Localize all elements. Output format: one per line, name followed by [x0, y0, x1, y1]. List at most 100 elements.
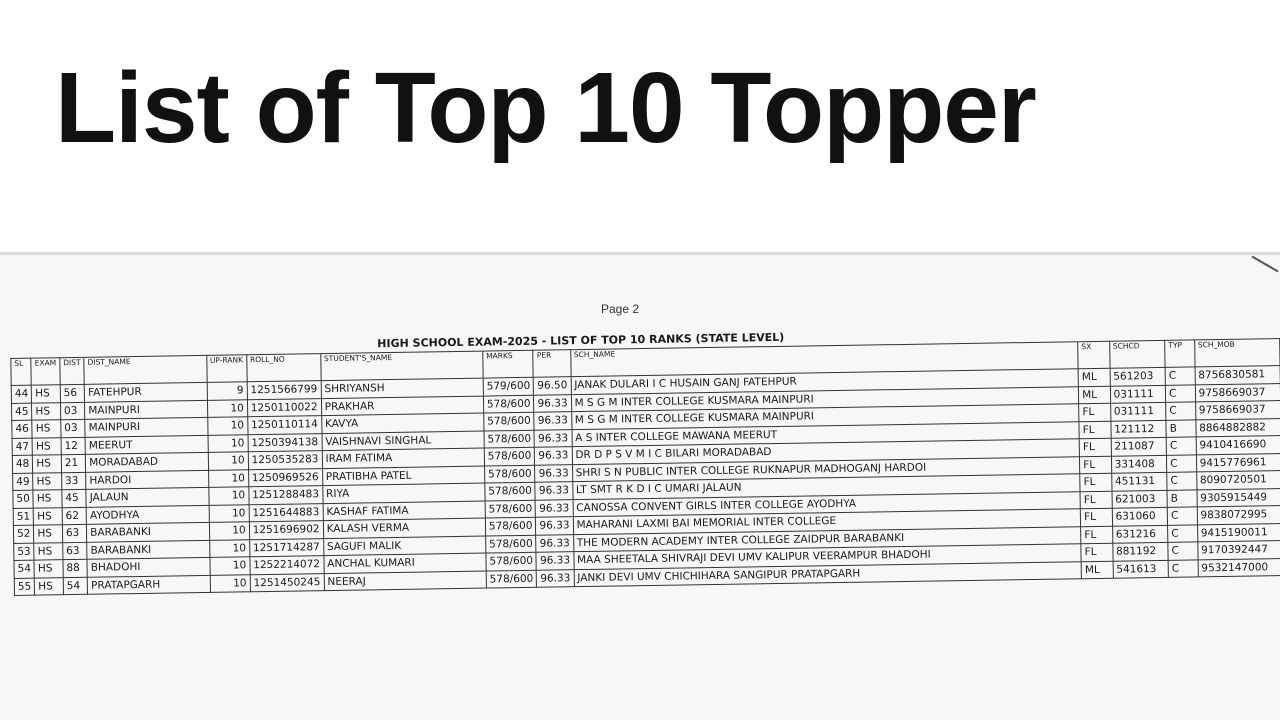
column-header: SCHCD [1109, 340, 1166, 369]
cell-roll-no: 1250110022 [247, 398, 322, 417]
cell-schcd: 631216 [1112, 524, 1168, 544]
cell-exam: HS [31, 402, 61, 421]
cell-roll-no: 1251450245 [249, 573, 325, 592]
cell-marks: 578/600 [483, 429, 535, 449]
cell-dist-name: MAINPURI [84, 399, 208, 420]
cell-up-rank: 10 [207, 416, 248, 435]
column-header: TYP [1164, 339, 1195, 368]
cell-typ: B [1167, 489, 1197, 508]
cell-schcd: 031111 [1110, 402, 1167, 421]
cell-dist: 62 [61, 506, 87, 525]
cell-dist-name: JALAUN [86, 487, 209, 507]
cell-dist-name: HARDOI [85, 469, 209, 490]
cell-schcd: 881192 [1112, 542, 1169, 561]
cell-marks: 578/600 [484, 482, 536, 501]
cell-up-rank: 10 [207, 399, 248, 418]
cell-per: 96.50 [533, 376, 571, 395]
cell-per: 96.33 [533, 394, 572, 413]
cell-exam: HS [32, 419, 61, 438]
cell-dist-name: BARABANKI [86, 539, 210, 560]
column-header: SCH_MOB [1194, 338, 1280, 367]
cell-sx: ML [1078, 368, 1110, 387]
cell-up-rank: 10 [209, 574, 251, 593]
cell-roll-no: 1250110114 [247, 415, 322, 435]
cell-sch-mob: 9170392447 [1197, 540, 1280, 560]
cell-sx: FL [1079, 438, 1112, 457]
cell-typ: C [1166, 454, 1197, 473]
cell-sch-mob: 9410416690 [1195, 435, 1280, 455]
column-header: SX [1077, 341, 1110, 369]
cell-sch-mob: 8864882882 [1195, 418, 1280, 437]
cell-schcd: 331408 [1111, 454, 1167, 474]
cell-dist: 63 [62, 524, 87, 543]
cell-dist-name: MAINPURI [84, 417, 208, 437]
cell-sl: 50 [12, 490, 34, 508]
cell-roll-no: 1251288483 [248, 485, 323, 505]
cell-marks: 578/600 [484, 447, 536, 466]
cell-up-rank: 10 [209, 539, 250, 558]
cell-sl: 52 [13, 525, 35, 543]
cell-sx: FL [1079, 455, 1112, 474]
cell-typ: C [1167, 524, 1198, 543]
cell-dist-name: BHADOHI [87, 557, 210, 577]
cell-roll-no: 1251714287 [249, 538, 324, 557]
cell-schcd: 121112 [1110, 419, 1167, 439]
cell-sl: 44 [11, 385, 32, 403]
cell-typ: C [1167, 541, 1198, 560]
cell-exam: HS [33, 489, 62, 508]
cell-per: 96.33 [534, 446, 573, 465]
cell-dist-name: MEERUT [85, 434, 208, 455]
cell-marks: 578/600 [485, 552, 537, 571]
toppers-table-sheet: HIGH SCHOOL EXAM-2025 - LIST OF TOP 10 R… [10, 320, 1280, 596]
cell-marks: 578/600 [486, 569, 537, 589]
cell-exam: HS [34, 577, 64, 596]
cell-sl: 47 [12, 437, 33, 456]
cell-dist-name: BARABANKI [86, 522, 210, 542]
cell-per: 96.33 [535, 464, 573, 483]
cell-roll-no: 1251696902 [249, 520, 324, 540]
cell-dist-name: PRATAPGARH [87, 574, 211, 595]
cell-sch-mob: 9415776961 [1196, 453, 1280, 472]
column-header: PER [533, 349, 571, 378]
cell-typ: C [1165, 384, 1196, 403]
cell-student-s-name: NEERAJ [323, 570, 487, 591]
column-header: SL [10, 358, 32, 386]
cell-dist: 88 [62, 559, 88, 578]
cell-up-rank: 10 [207, 434, 248, 453]
cell-per: 96.33 [536, 551, 574, 570]
cell-sch-mob: 9758669037 [1194, 383, 1280, 402]
cell-dist: 54 [63, 576, 88, 595]
cell-per: 96.33 [536, 534, 574, 553]
cell-dist-name: MORADABAD [85, 452, 209, 472]
cell-up-rank: 10 [209, 556, 250, 575]
column-header: UP-RANK [206, 354, 247, 383]
cell-marks: 578/600 [483, 412, 535, 431]
cell-typ: C [1165, 401, 1196, 420]
cell-exam: HS [31, 384, 61, 403]
cell-marks: 578/600 [485, 517, 537, 536]
cell-sx: FL [1080, 508, 1113, 527]
cell-schcd: 451131 [1111, 472, 1168, 491]
cell-sx: FL [1078, 403, 1111, 422]
cell-schcd: 211087 [1110, 437, 1167, 456]
cell-up-rank: 10 [208, 521, 250, 540]
cell-typ: C [1166, 436, 1197, 455]
cell-exam: HS [33, 507, 63, 526]
cell-typ: C [1167, 506, 1198, 525]
cell-up-rank: 9 [206, 381, 248, 400]
cell-typ: B [1166, 419, 1196, 438]
cell-dist: 12 [60, 436, 86, 455]
cell-per: 96.33 [535, 499, 573, 518]
cell-dist: 45 [61, 489, 87, 508]
scanned-document: Page 2 HIGH SCHOOL EXAM-2025 - LIST OF T… [0, 255, 1280, 720]
cell-schcd: 631060 [1111, 507, 1168, 526]
cell-sl: 46 [11, 420, 33, 438]
cell-sx: ML [1078, 385, 1111, 404]
cell-typ: C [1165, 366, 1195, 385]
cell-sch-mob: 9415190011 [1197, 523, 1280, 542]
column-header: EXAM [31, 357, 61, 386]
cell-roll-no: 1250535283 [247, 450, 323, 470]
cell-roll-no: 1250969526 [248, 468, 323, 487]
cell-per: 96.33 [535, 481, 573, 500]
cell-sch-mob: 9758669037 [1195, 400, 1280, 420]
